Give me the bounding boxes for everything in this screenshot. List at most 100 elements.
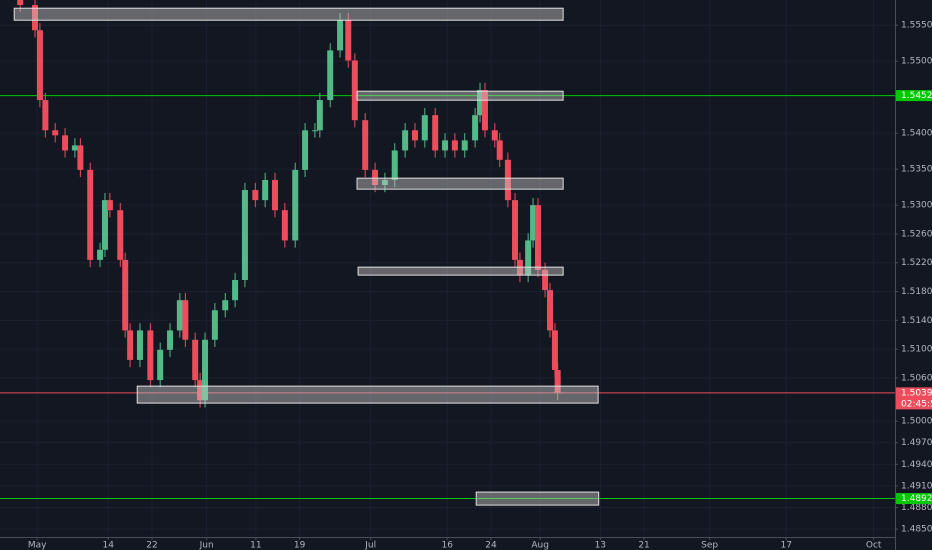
candle-body xyxy=(477,89,484,116)
zone xyxy=(475,491,600,506)
candle-body xyxy=(411,130,418,141)
x-tick-label: 11 xyxy=(250,541,261,550)
y-tick-label: 1.49400 xyxy=(901,460,932,470)
candle-body xyxy=(421,115,428,141)
x-tick-label: 22 xyxy=(146,541,157,550)
x-tick-label: Oct xyxy=(866,541,882,550)
candle-body xyxy=(402,130,409,151)
y-tick-label: 1.48800 xyxy=(901,503,932,513)
candle-body xyxy=(77,145,84,170)
price-label-bg xyxy=(896,90,932,102)
candle-body xyxy=(117,210,124,260)
candle-body xyxy=(136,330,143,360)
x-tick-label: 19 xyxy=(294,541,306,550)
x-tick-label: 16 xyxy=(442,541,454,550)
candle-body xyxy=(97,249,104,260)
candle-body xyxy=(530,205,537,241)
candle-body xyxy=(316,100,323,131)
candle-body xyxy=(461,140,468,151)
candle-body xyxy=(202,339,209,401)
x-tick-label: Jun xyxy=(199,541,214,550)
candle-body xyxy=(451,140,458,151)
candle-body xyxy=(211,310,218,340)
y-tick-label: 1.53000 xyxy=(901,201,932,211)
candle-body xyxy=(42,100,49,131)
candle-body xyxy=(31,5,38,31)
x-tick-label: 24 xyxy=(485,541,497,550)
candle-body xyxy=(504,159,511,201)
candle-body xyxy=(36,30,43,101)
y-tick-label: 1.49100 xyxy=(901,481,932,491)
candle-body xyxy=(481,89,488,131)
price-label: 1.50392 xyxy=(901,388,932,398)
candle-body xyxy=(71,145,78,151)
x-tick-label: 13 xyxy=(595,541,606,550)
candle-body xyxy=(302,130,309,170)
candle-body xyxy=(512,200,519,260)
candle-body xyxy=(542,269,549,291)
x-tick-label: Aug xyxy=(531,541,549,550)
y-tick-label: 1.54000 xyxy=(901,129,932,139)
y-tick-label: 1.50000 xyxy=(901,417,932,427)
candle-body xyxy=(442,140,449,151)
zone xyxy=(356,90,564,101)
candle-body xyxy=(87,169,94,260)
candle-body xyxy=(232,280,239,301)
x-tick-label: 14 xyxy=(103,541,115,550)
zone xyxy=(356,177,564,190)
candle-body xyxy=(241,190,248,281)
y-tick-label: 1.51800 xyxy=(901,287,932,297)
candle-body xyxy=(311,130,318,132)
candle-body xyxy=(554,369,561,394)
candle-body xyxy=(176,300,183,331)
candle-body xyxy=(432,115,439,151)
candle-body xyxy=(337,20,344,51)
candle-body xyxy=(534,205,541,270)
candle-body xyxy=(222,300,229,311)
price-label: 1.48924 xyxy=(901,494,932,504)
candle-body xyxy=(17,0,24,6)
candle-body xyxy=(106,200,113,211)
candle-body xyxy=(147,330,154,381)
candle-body xyxy=(362,120,369,170)
price-label-bg xyxy=(896,493,932,505)
candle-body xyxy=(351,60,358,121)
y-tick-label: 1.50600 xyxy=(901,373,932,383)
candle-body xyxy=(551,330,558,370)
y-tick-label: 1.49700 xyxy=(901,438,932,448)
x-tick-label: May xyxy=(28,541,47,550)
candle-body xyxy=(525,240,532,275)
y-tick-label: 1.52600 xyxy=(901,229,932,239)
x-tick-label: 17 xyxy=(780,541,791,550)
price-label-bg xyxy=(896,387,932,410)
candle-body xyxy=(327,50,334,101)
candle-body xyxy=(157,349,164,381)
candle-body xyxy=(262,179,269,201)
price-countdown: 02:45:54 xyxy=(901,399,932,409)
price-label: 1.54522 xyxy=(901,91,932,101)
candle-body xyxy=(62,135,69,151)
candle-body xyxy=(472,115,479,141)
candle-body xyxy=(391,150,398,180)
y-tick-label: 1.51000 xyxy=(901,345,932,355)
candle-body xyxy=(52,130,59,136)
candle-body xyxy=(381,179,388,185)
candle-body xyxy=(192,339,199,381)
zone xyxy=(13,7,564,21)
zone xyxy=(357,266,564,276)
candle-body xyxy=(496,140,503,160)
y-tick-label: 1.48500 xyxy=(901,525,932,535)
x-tick-label: 21 xyxy=(638,541,649,550)
candle-body xyxy=(127,330,134,360)
candle-body xyxy=(252,190,259,201)
candle-body xyxy=(101,200,108,250)
candle-body xyxy=(167,330,174,350)
candle-body xyxy=(345,20,352,61)
candle-body xyxy=(197,380,204,401)
candle-body xyxy=(491,130,498,141)
candle-body xyxy=(547,290,554,331)
y-tick-label: 1.55500 xyxy=(901,21,932,31)
candle-body xyxy=(122,259,129,331)
x-tick-label: Sep xyxy=(701,541,718,550)
